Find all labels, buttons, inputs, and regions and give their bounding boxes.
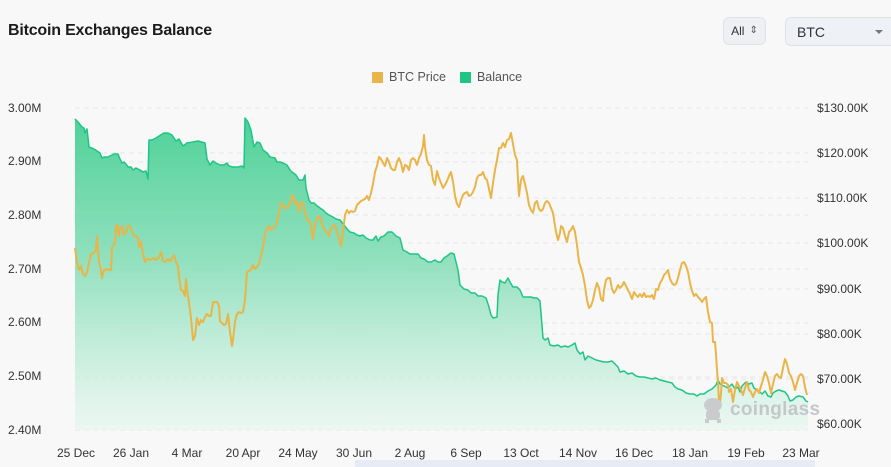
x-tick: 6 Sep	[450, 446, 482, 460]
x-tick: 19 Feb	[727, 446, 765, 460]
exchange-select[interactable]: All ⇕	[723, 17, 766, 45]
balance-line	[74, 117, 809, 403]
y-right-tick: $60.00K	[817, 417, 862, 431]
y-right-tick: $110.00K	[817, 191, 868, 205]
chart-legend: BTC Price Balance	[372, 70, 522, 84]
y-right-tick: $70.00K	[817, 372, 862, 386]
caret-down-icon	[875, 30, 883, 34]
coinglass-watermark: coinglass	[700, 396, 820, 424]
x-tick: 30 Jun	[335, 446, 373, 460]
y-left-tick: 2.90M	[8, 154, 42, 168]
x-tick: 4 Mar	[171, 446, 203, 460]
y-left-tick: 2.70M	[8, 262, 42, 276]
legend-label: BTC Price	[389, 70, 446, 84]
y-right-tick: $100.00K	[817, 236, 869, 250]
y-right-tick: $120.00K	[817, 146, 869, 160]
coin-select-value: BTC	[797, 23, 825, 40]
y-left-tick: 3.00M	[8, 101, 42, 115]
data-zoom-slider[interactable]	[355, 460, 815, 467]
legend-swatch-balance-icon	[459, 71, 471, 83]
y-right-tick: $80.00K	[817, 327, 862, 341]
y-left-tick: 2.50M	[8, 369, 42, 383]
legend-item-balance[interactable]: Balance	[459, 70, 523, 84]
y-left-tick: 2.40M	[8, 423, 42, 437]
coin-select[interactable]: BTC	[785, 17, 891, 46]
legend-label: Balance	[476, 70, 523, 84]
btc-price-line	[74, 132, 808, 404]
x-tick: 18 Jan	[671, 446, 709, 460]
page-title: Bitcoin Exchanges Balance	[8, 22, 212, 39]
watermark-text: coinglass	[730, 399, 821, 420]
x-tick: 13 Oct	[503, 446, 539, 460]
y-right-tick: $130.00K	[817, 101, 869, 115]
x-tick: 2 Aug	[394, 446, 426, 460]
legend-swatch-btc-price-icon	[372, 71, 383, 83]
y-left-tick: 2.80M	[8, 208, 42, 222]
up-down-chevron-icon: ⇕	[749, 25, 758, 36]
x-tick: 24 May	[278, 446, 318, 460]
y-right-tick: $90.00K	[817, 282, 862, 296]
x-tick: 14 Nov	[558, 446, 598, 460]
x-tick: 16 Dec	[614, 446, 654, 460]
coinglass-mascot-icon	[704, 398, 722, 423]
y-left-tick: 2.60M	[8, 315, 42, 329]
exchange-select-value: All	[731, 24, 745, 38]
legend-item-btc-price[interactable]: BTC Price	[372, 70, 446, 84]
balance-area	[75, 118, 808, 430]
x-tick: 25 Dec	[56, 446, 96, 460]
x-tick: 20 Apr	[225, 446, 261, 460]
x-tick: 23 Mar	[782, 446, 820, 460]
x-tick: 26 Jan	[112, 446, 150, 460]
